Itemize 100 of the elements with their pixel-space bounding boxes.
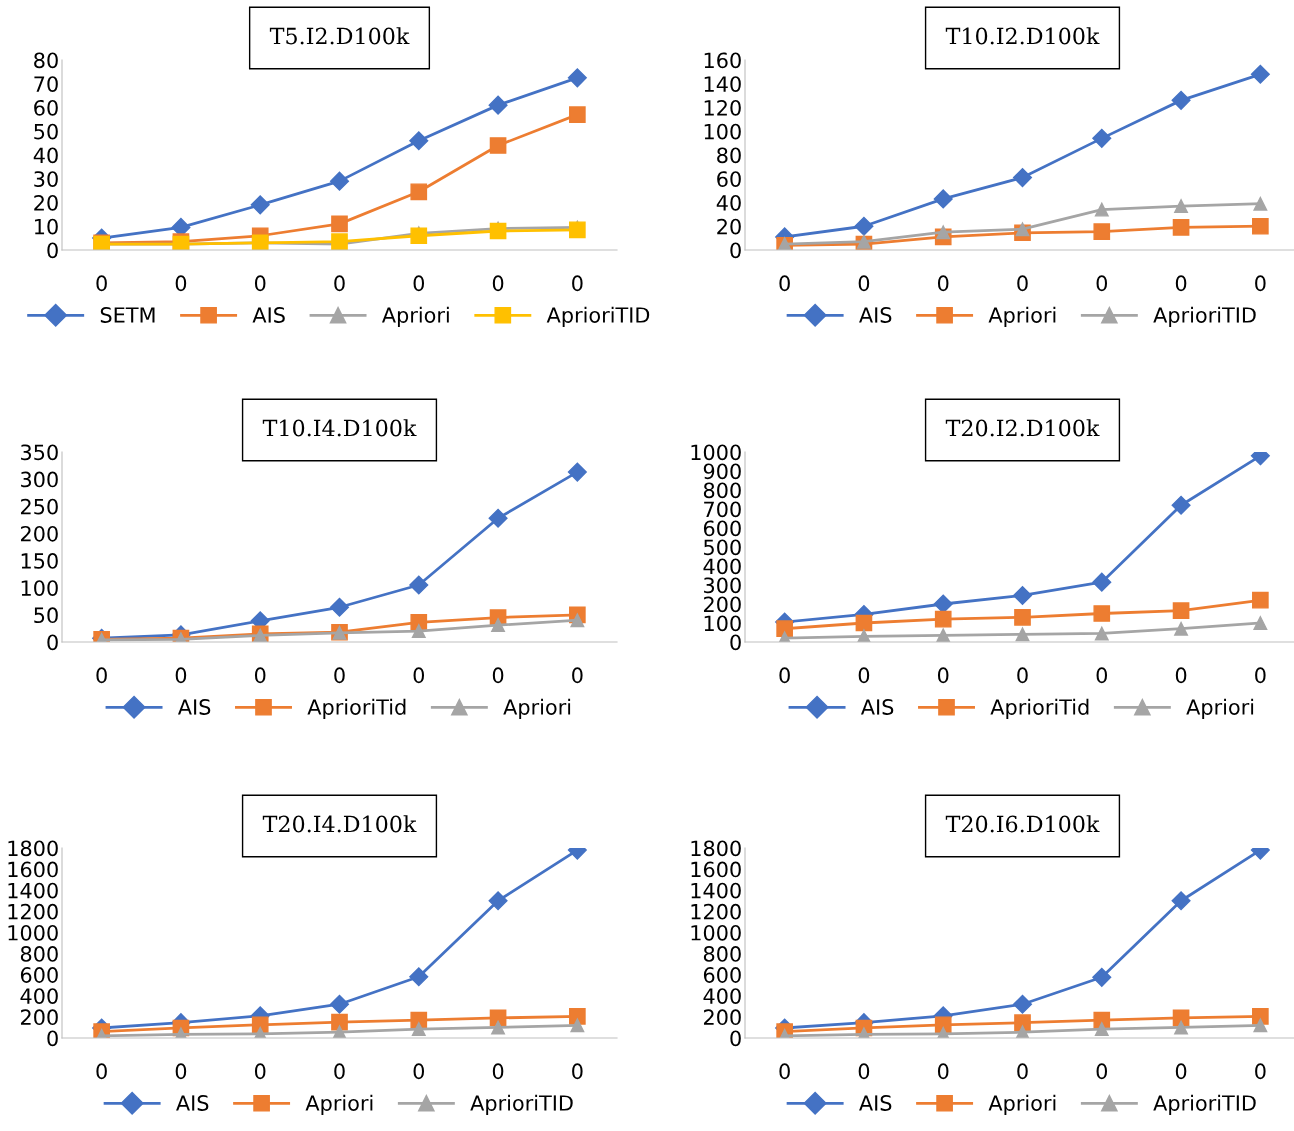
y-tick-label: 1800 [8,840,58,857]
y-tick-label: 20 [34,194,58,211]
legend-label: Apriori [1186,698,1254,719]
legend-label: AIS [177,699,211,715]
y-tick-label: 1400 [691,882,741,899]
legend-label: Apriori [988,306,1056,327]
y-tick-label: 200 [703,1009,741,1026]
y-tick-label: 60 [717,171,741,187]
y-tick-label: 1800 [691,840,741,857]
x-tick-label: 0 [96,275,107,292]
chart-title: T20.I2.D100k [945,419,1100,437]
x-tick-label: 0 [413,1063,425,1080]
y-tick-label: 100 [704,615,741,632]
y-tick-label: 600 [20,967,58,983]
x-tick-label: 0 [175,275,187,292]
legend-label: AIS [176,1095,209,1111]
y-tick-label: 200 [20,1009,58,1026]
x-tick-label: 0 [1096,275,1108,292]
y-tick-label: 50 [34,607,58,624]
y-tick-label: 160 [704,52,741,69]
x-tick-label: 0 [175,1063,187,1080]
legend-label: AIS [252,307,285,323]
x-tick-label: 0 [96,667,107,684]
x-tick-label: 0 [1255,275,1266,292]
y-tick-label: 70 [34,76,58,92]
legend-label: AIS [859,307,892,323]
x-tick-label: 0 [96,1063,107,1080]
legend-label: AIS [859,1095,892,1111]
y-tick-label: 200 [20,525,58,542]
x-tick-label: 0 [779,667,790,684]
y-tick-label: 10 [35,218,58,235]
y-tick-label: 800 [703,482,741,499]
x-tick-label: 0 [1255,1063,1266,1080]
y-tick-label: 0 [47,634,58,651]
y-tick-label: 1400 [8,882,58,899]
x-tick-label: 0 [1175,1063,1187,1080]
legend-label: AIS [860,699,894,715]
x-tick-label: 0 [334,275,345,292]
legend-label: Apriori [988,1094,1056,1115]
y-tick-label: 140 [704,76,741,92]
legend-label: AprioriTID [546,306,650,327]
y-tick-label: 900 [703,463,741,480]
chart-title: T5.I2.D100k [269,27,410,45]
chart-title: T10.I4.D100k [262,419,417,437]
y-tick-label: 700 [704,501,741,518]
y-tick-label: 1000 [691,924,741,941]
y-tick-label: 30 [34,171,58,187]
legend-label: SETM [100,307,155,323]
y-tick-label: 40 [33,147,58,164]
x-tick-label: 0 [175,667,187,684]
y-tick-label: 0 [730,242,741,259]
legend-label: AprioriTID [470,1094,573,1115]
y-tick-label: 1000 [691,444,741,461]
x-tick-label: 0 [492,1063,504,1080]
legend-label: AprioriTid [990,698,1089,719]
chart-title: T20.I4.D100k [262,815,417,833]
x-tick-label: 0 [858,275,870,292]
chart-title: T20.I6.D100k [945,815,1100,833]
y-tick-label: 1200 [691,903,741,920]
x-tick-label: 0 [1255,667,1266,684]
y-tick-label: 800 [20,946,58,962]
y-tick-label: 250 [20,498,58,515]
legend-label: Apriori [381,306,449,327]
chart-title: T10.I2.D100k [945,27,1100,45]
legend-label: Apriori [305,1094,373,1115]
x-tick-label: 0 [572,275,583,292]
y-tick-label: 100 [21,580,58,596]
x-tick-label: 0 [1017,667,1028,684]
y-tick-label: 600 [703,967,741,983]
y-tick-label: 200 [703,596,741,613]
y-tick-label: 0 [730,1030,741,1047]
y-tick-label: 60 [34,99,58,116]
y-tick-label: 0 [47,242,58,259]
x-tick-label: 0 [572,1063,583,1080]
y-tick-label: 120 [704,99,741,116]
x-tick-label: 0 [779,1063,790,1080]
x-tick-label: 0 [1017,1063,1028,1080]
y-tick-label: 600 [703,520,741,537]
y-tick-label: 1000 [8,924,58,941]
y-tick-label: 800 [703,946,741,962]
x-tick-label: 0 [254,275,266,292]
x-tick-label: 0 [1096,667,1108,684]
x-tick-label: 0 [937,275,949,292]
y-tick-label: 1600 [691,861,741,878]
y-tick-label: 0 [47,1030,58,1047]
x-tick-label: 0 [937,667,949,684]
x-tick-label: 0 [858,1063,870,1080]
y-tick-label: 300 [21,471,58,488]
x-tick-label: 0 [1175,275,1187,292]
x-tick-label: 0 [334,667,345,684]
y-tick-label: 100 [704,123,741,140]
y-tick-label: 80 [34,52,58,69]
x-tick-label: 0 [254,667,266,684]
x-tick-label: 0 [1175,667,1187,684]
x-tick-label: 0 [1017,275,1028,292]
y-tick-label: 1200 [8,903,58,920]
y-tick-label: 80 [717,147,741,164]
y-tick-label: 1600 [8,861,58,878]
x-tick-label: 0 [413,275,425,292]
legend-label: AprioriTID [1153,1094,1256,1115]
